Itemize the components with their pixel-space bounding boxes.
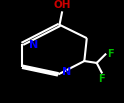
Text: OH: OH: [53, 1, 71, 11]
Text: F: F: [107, 49, 113, 59]
Text: N: N: [29, 40, 38, 50]
Text: F: F: [98, 74, 105, 84]
Text: N: N: [62, 67, 71, 77]
